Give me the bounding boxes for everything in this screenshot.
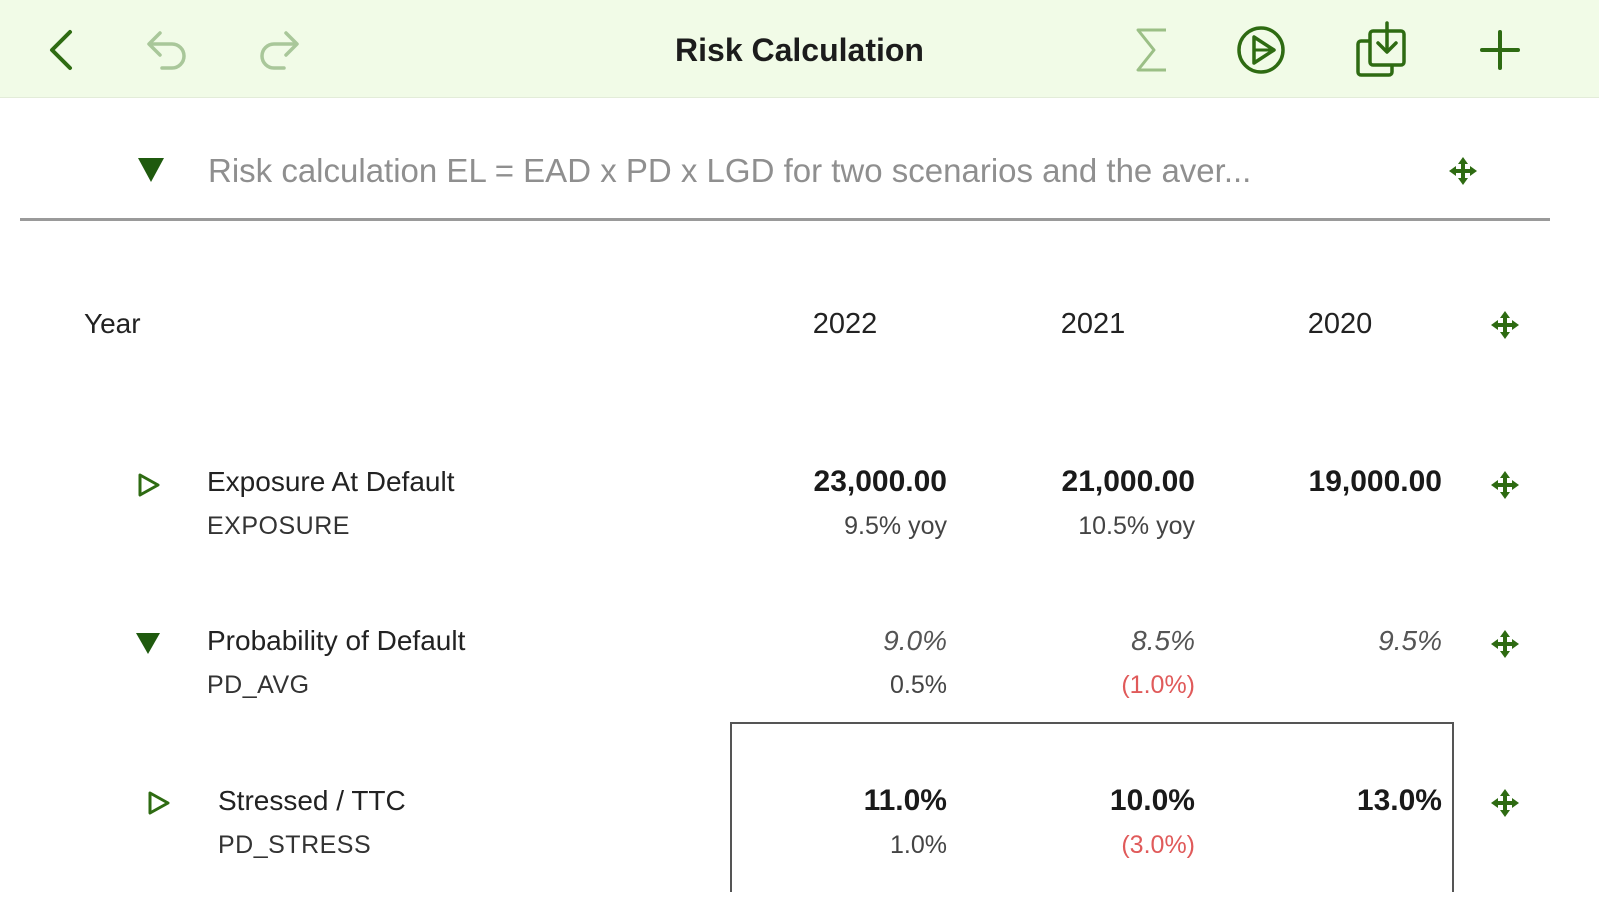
- move-handle-icon[interactable]: [1448, 156, 1478, 186]
- change-exposure-2021: 10.5% yoy: [1078, 512, 1195, 540]
- redo-button[interactable]: [252, 22, 308, 78]
- move-handle-icon[interactable]: [1490, 310, 1520, 340]
- change-exposure-2022: 9.5% yoy: [844, 512, 947, 540]
- year-label: Year: [84, 308, 141, 339]
- undo-button[interactable]: [138, 22, 194, 78]
- change-pd-2022: 0.5%: [890, 671, 947, 699]
- row-label-exposure[interactable]: Exposure At Default: [207, 466, 455, 497]
- sum-icon: [1136, 28, 1166, 72]
- expand-triangle-icon[interactable]: [146, 790, 172, 816]
- add-icon: [1480, 30, 1520, 70]
- value-exposure-2020[interactable]: 19,000.00: [1308, 465, 1442, 498]
- value-pd-2021[interactable]: 8.5%: [1131, 625, 1195, 656]
- change-pd-2021: (1.0%): [1121, 671, 1195, 699]
- value-stress-2022[interactable]: 11.0%: [863, 784, 947, 817]
- import-button[interactable]: [1354, 21, 1410, 78]
- play-circle-icon: [1237, 26, 1285, 74]
- back-button[interactable]: [32, 22, 88, 78]
- change-stress-2022: 1.0%: [890, 831, 947, 859]
- row-code-exposure: EXPOSURE: [207, 512, 350, 540]
- value-pd-2022[interactable]: 9.0%: [883, 625, 947, 656]
- year-2021: 2021: [1060, 308, 1126, 340]
- move-handle-icon[interactable]: [1490, 629, 1520, 659]
- move-handle-icon[interactable]: [1490, 470, 1520, 500]
- row-label-pd[interactable]: Probability of Default: [207, 625, 466, 656]
- year-2022: 2022: [812, 308, 878, 340]
- year-2020: 2020: [1307, 308, 1373, 340]
- collapse-triangle-icon[interactable]: [136, 156, 166, 184]
- sum-button[interactable]: [1124, 22, 1180, 78]
- move-handle-icon[interactable]: [1490, 788, 1520, 818]
- value-stress-2021[interactable]: 10.0%: [1109, 784, 1195, 817]
- value-exposure-2022[interactable]: 23,000.00: [813, 465, 947, 498]
- description-row[interactable]: Risk calculation EL = EAD x PD x LGD for…: [20, 140, 1550, 220]
- change-stress-2021: (3.0%): [1121, 831, 1195, 859]
- redo-icon: [260, 31, 299, 70]
- value-exposure-2021[interactable]: 21,000.00: [1061, 465, 1195, 498]
- divider: [20, 218, 1550, 221]
- toolbar: Risk Calculation: [0, 0, 1599, 98]
- row-label-stress[interactable]: Stressed / TTC: [218, 785, 406, 816]
- expand-triangle-icon[interactable]: [136, 472, 162, 498]
- selection-box: [730, 722, 1454, 892]
- row-code-stress: PD_STRESS: [218, 831, 372, 859]
- add-button[interactable]: [1472, 22, 1528, 78]
- undo-icon: [147, 31, 186, 70]
- collapse-triangle-icon[interactable]: [134, 630, 162, 656]
- description-text: Risk calculation EL = EAD x PD x LGD for…: [208, 152, 1252, 189]
- value-pd-2020[interactable]: 9.5%: [1378, 625, 1442, 656]
- back-icon: [50, 30, 72, 70]
- import-icon: [1356, 21, 1406, 77]
- value-stress-2020[interactable]: 13.0%: [1356, 784, 1442, 817]
- run-button[interactable]: [1233, 22, 1289, 78]
- row-code-pd: PD_AVG: [207, 671, 310, 699]
